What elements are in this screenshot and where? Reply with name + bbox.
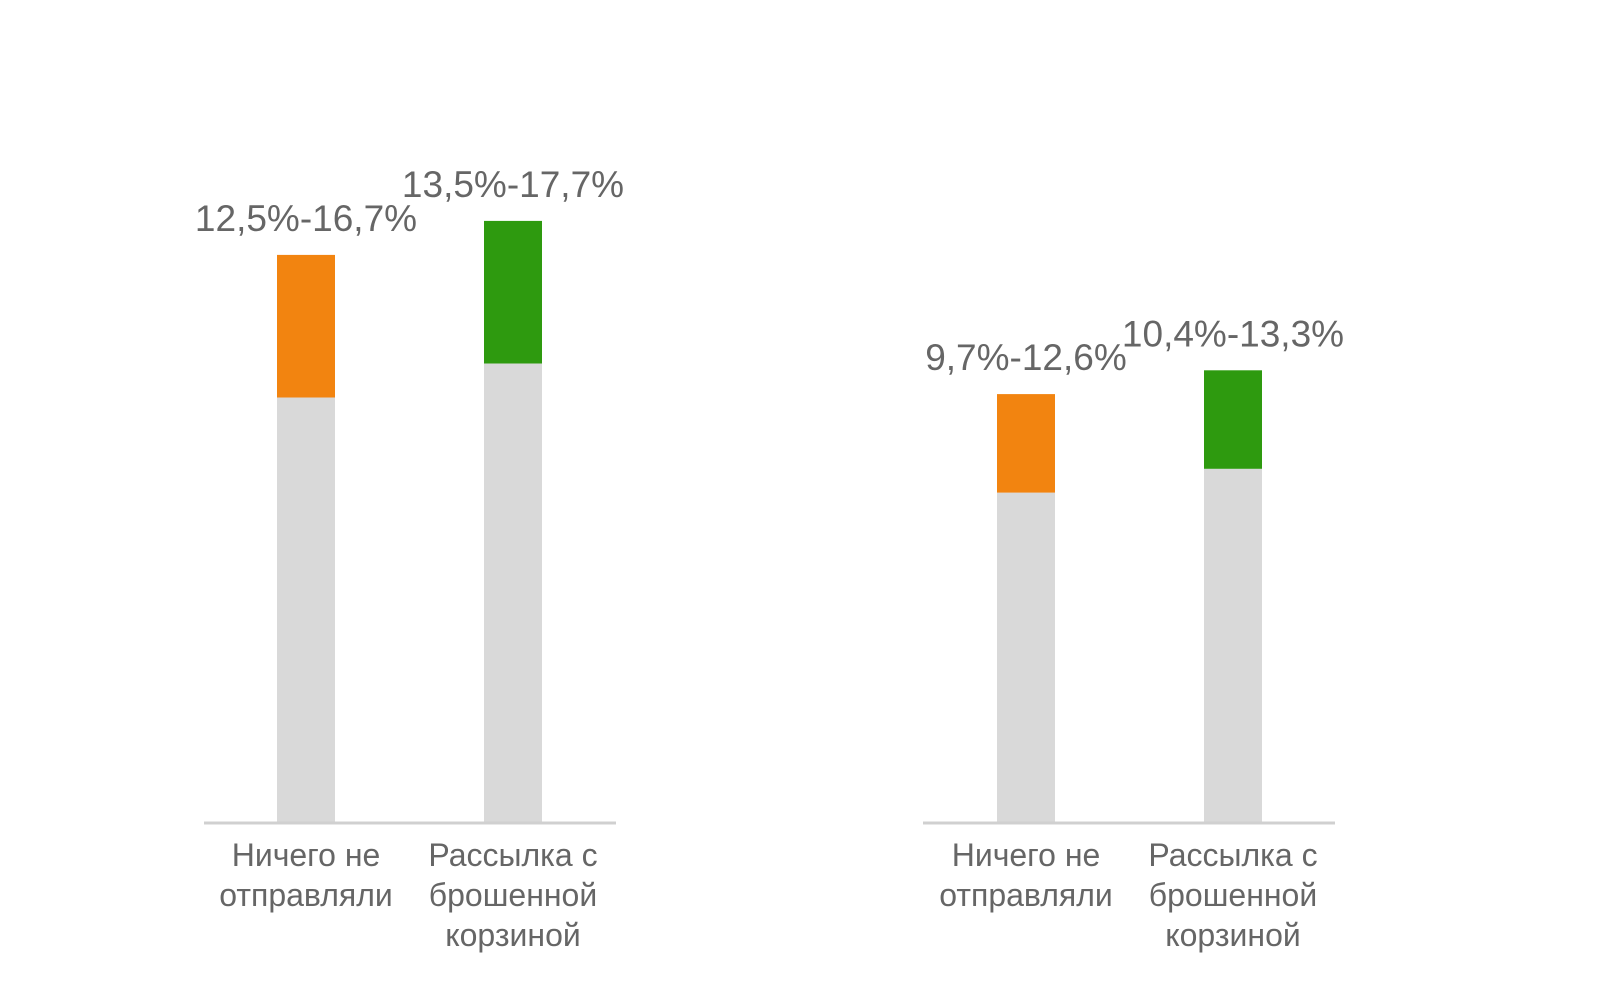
chart2-bar-1-segment-1 — [997, 492, 1055, 822]
chart2-category-label-1-line-2: отправляли — [939, 877, 1112, 913]
chart2-bar-1-segment-2 — [997, 394, 1055, 493]
chart2-category-label-2-line-1: Рассылка с — [1148, 837, 1317, 873]
chart1-bar-1-segment-2 — [277, 254, 335, 398]
chart1-category-label-2-line-2: брошенной — [429, 877, 597, 913]
chart1-category-label-2-line-3: корзиной — [445, 917, 580, 953]
chart1-category-label-2-line-1: Рассылка с — [428, 837, 597, 873]
chart2-category-label-1-line-1: Ничего не — [952, 837, 1101, 873]
chart2-category-label-2-line-3: корзиной — [1165, 917, 1300, 953]
chart2-range-label-1: 9,7%-12,6% — [925, 337, 1127, 378]
chart1-category-label-1-line-1: Ничего не — [232, 837, 381, 873]
chart1-category-label-1-line-2: отправляли — [219, 877, 392, 913]
chart2-category-label-2-line-2: брошенной — [1149, 877, 1317, 913]
chart2-bar-2-segment-1 — [1204, 468, 1262, 822]
chart1-bar-2-segment-1 — [484, 363, 542, 822]
chart1-range-label-2: 13,5%-17,7% — [402, 164, 624, 205]
chart2-range-label-2: 10,4%-13,3% — [1122, 313, 1344, 354]
chart1-bar-1-segment-1 — [277, 397, 335, 822]
chart1-range-label-1: 12,5%-16,7% — [195, 198, 417, 239]
chart2-bar-2-segment-2 — [1204, 370, 1262, 469]
chart1-bar-2-segment-2 — [484, 220, 542, 364]
